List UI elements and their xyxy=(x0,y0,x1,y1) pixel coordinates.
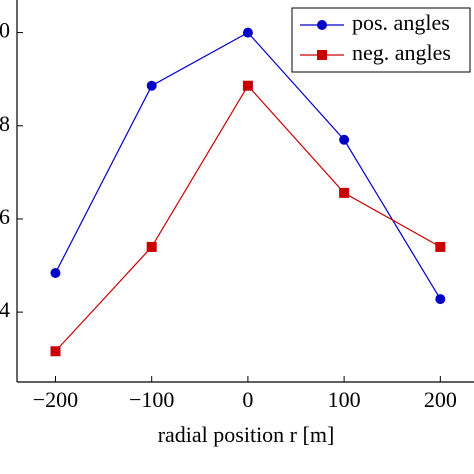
x-tick-label: 100 xyxy=(328,387,361,412)
marker xyxy=(339,187,350,198)
marker xyxy=(146,80,157,91)
marker xyxy=(50,267,61,278)
line xyxy=(55,84,441,352)
legend-box xyxy=(291,7,471,73)
x-axis-label: radial position r [m] xyxy=(158,422,335,447)
y-tick-label: 6 xyxy=(0,204,10,229)
legend-label: neg. angles xyxy=(352,40,451,65)
legend-marker xyxy=(317,20,327,30)
marker xyxy=(435,241,446,252)
x-tick-label: −100 xyxy=(129,387,174,412)
y-tick-label: 0 xyxy=(0,18,10,43)
x-tick-label: −200 xyxy=(33,387,78,412)
y-tick-label: 8 xyxy=(0,111,10,136)
marker xyxy=(146,241,157,252)
x-tick-label: 200 xyxy=(424,387,457,412)
legend-marker xyxy=(317,50,327,60)
legend-label: pos. angles xyxy=(352,10,450,35)
marker xyxy=(435,294,446,305)
marker xyxy=(339,134,350,145)
marker xyxy=(242,27,253,38)
marker xyxy=(50,346,61,357)
y-tick-label: 4 xyxy=(0,297,10,322)
line xyxy=(54,31,441,300)
x-tick-label: 0 xyxy=(242,387,253,412)
marker xyxy=(242,80,253,91)
